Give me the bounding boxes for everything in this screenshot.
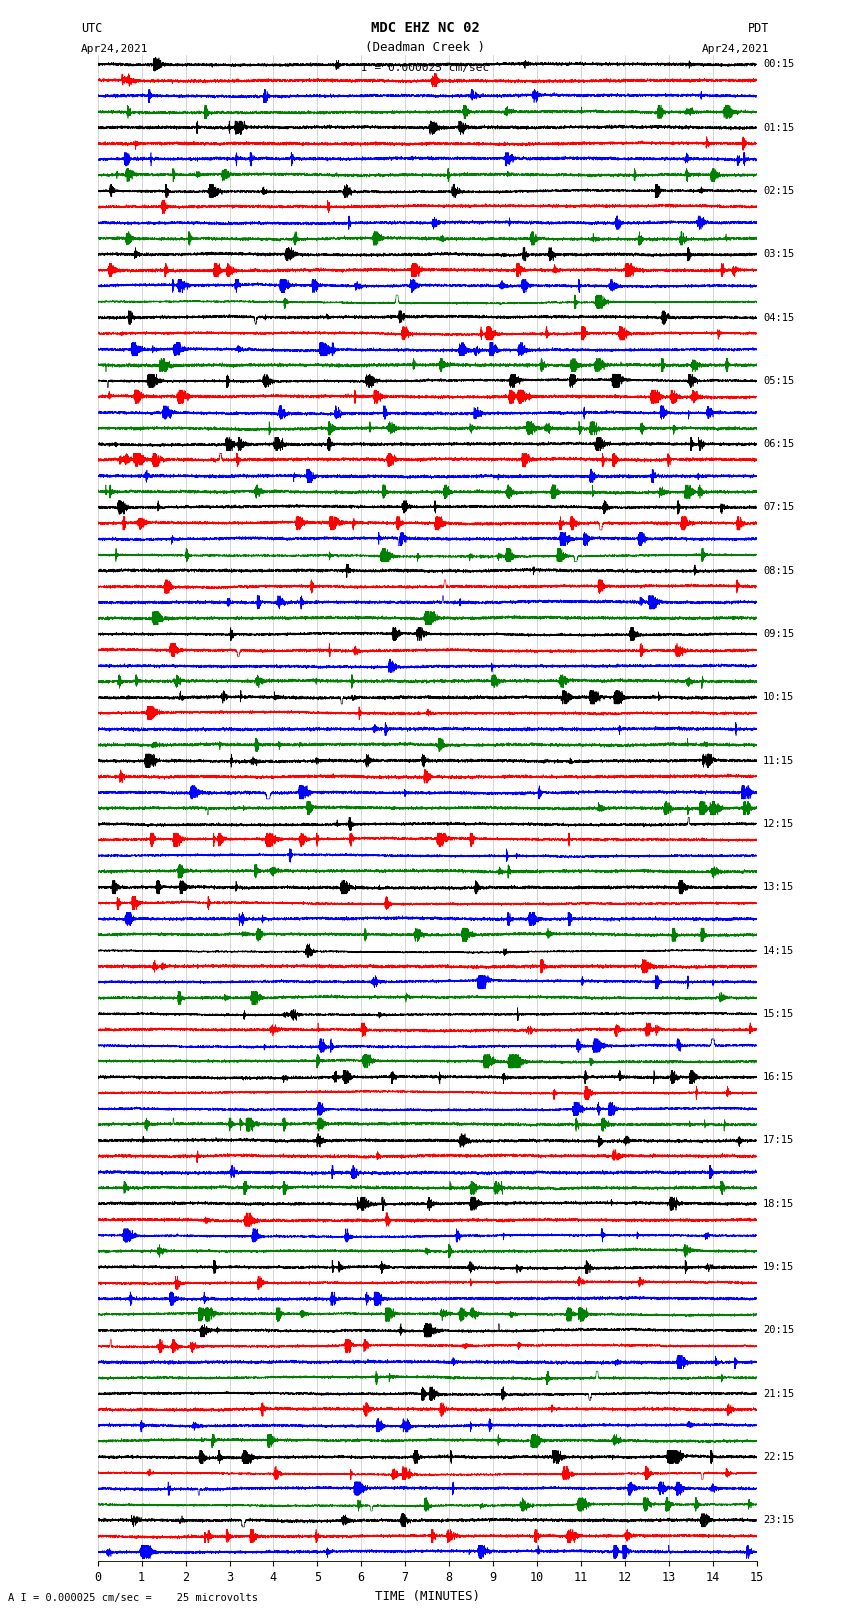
Text: 17:15: 17:15	[763, 1136, 795, 1145]
Text: 08:15: 08:15	[763, 566, 795, 576]
Text: 04:15: 04:15	[763, 313, 795, 323]
Text: MDC EHZ NC 02: MDC EHZ NC 02	[371, 21, 479, 35]
Text: 20:15: 20:15	[763, 1326, 795, 1336]
Text: 11:15: 11:15	[763, 755, 795, 766]
Text: 18:15: 18:15	[763, 1198, 795, 1208]
Text: UTC: UTC	[81, 21, 102, 35]
Text: I = 0.000025 cm/sec: I = 0.000025 cm/sec	[361, 63, 489, 73]
Text: 22:15: 22:15	[763, 1452, 795, 1461]
Text: 10:15: 10:15	[763, 692, 795, 702]
Text: A I = 0.000025 cm/sec =    25 microvolts: A I = 0.000025 cm/sec = 25 microvolts	[8, 1594, 258, 1603]
Text: 07:15: 07:15	[763, 502, 795, 513]
Text: 21:15: 21:15	[763, 1389, 795, 1398]
Text: 02:15: 02:15	[763, 185, 795, 195]
Text: 14:15: 14:15	[763, 945, 795, 955]
Text: 09:15: 09:15	[763, 629, 795, 639]
Text: 15:15: 15:15	[763, 1008, 795, 1019]
Text: 06:15: 06:15	[763, 439, 795, 448]
X-axis label: TIME (MINUTES): TIME (MINUTES)	[375, 1590, 479, 1603]
Text: 12:15: 12:15	[763, 819, 795, 829]
Text: 05:15: 05:15	[763, 376, 795, 386]
Text: Apr24,2021: Apr24,2021	[81, 44, 148, 53]
Text: 23:15: 23:15	[763, 1515, 795, 1526]
Text: PDT: PDT	[748, 21, 769, 35]
Text: 13:15: 13:15	[763, 882, 795, 892]
Text: 01:15: 01:15	[763, 123, 795, 132]
Text: (Deadman Creek ): (Deadman Creek )	[365, 40, 485, 53]
Text: 19:15: 19:15	[763, 1261, 795, 1273]
Text: 00:15: 00:15	[763, 60, 795, 69]
Text: 03:15: 03:15	[763, 250, 795, 260]
Text: Apr24,2021: Apr24,2021	[702, 44, 769, 53]
Text: 16:15: 16:15	[763, 1073, 795, 1082]
